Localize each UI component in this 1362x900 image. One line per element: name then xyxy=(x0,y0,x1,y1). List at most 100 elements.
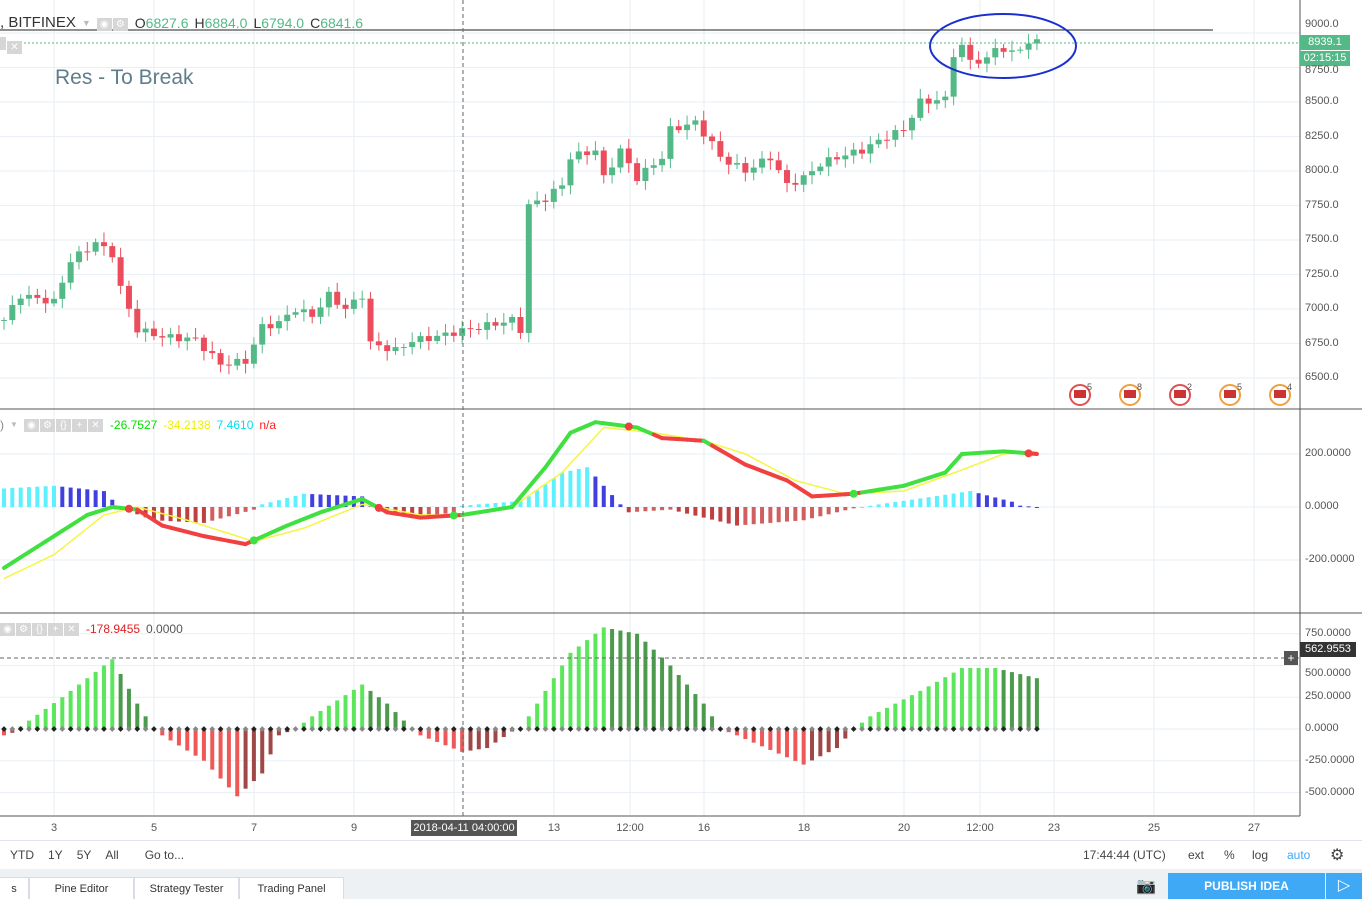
clock[interactable]: 17:44:44 (UTC) xyxy=(1083,848,1166,862)
plus-icon[interactable] xyxy=(0,37,6,50)
chart-canvas[interactable] xyxy=(0,0,1362,840)
range-5y[interactable]: 5Y xyxy=(76,848,92,862)
gear-icon[interactable]: ⚙ xyxy=(16,623,31,636)
histogram-bar xyxy=(401,720,406,729)
histogram-bar xyxy=(101,665,106,729)
chevron-down-icon[interactable]: ▼ xyxy=(10,420,18,429)
ext-toggle[interactable]: ext xyxy=(1188,848,1205,862)
histogram-bar xyxy=(160,729,165,736)
histogram-bar xyxy=(901,699,906,729)
zero-dot xyxy=(692,726,699,732)
candle-body xyxy=(384,345,391,352)
camera-icon[interactable]: 📷 xyxy=(1136,878,1156,895)
indicator2-tick: -250.0000 xyxy=(1305,753,1355,766)
percent-toggle[interactable]: % xyxy=(1224,848,1235,862)
zero-dot xyxy=(959,726,965,732)
event-count: 5 xyxy=(1087,382,1093,392)
symbol-name[interactable]: , BITFINEX xyxy=(0,14,76,31)
play-icon[interactable]: ▷ xyxy=(1326,873,1362,899)
low-value: 6794.0 xyxy=(261,14,305,31)
gear-icon[interactable]: ⚙ xyxy=(112,17,128,31)
histogram-bar xyxy=(226,507,231,517)
source-code-icon[interactable]: {} xyxy=(32,623,47,636)
eye-icon[interactable]: ◉ xyxy=(23,419,39,432)
histogram-bar xyxy=(351,689,356,729)
auto-toggle[interactable]: auto xyxy=(1287,848,1311,862)
candle-body xyxy=(717,141,724,157)
source-code-icon[interactable]: {} xyxy=(55,419,71,432)
zero-dot xyxy=(367,726,374,732)
tab-trading-panel[interactable]: Trading Panel xyxy=(239,877,344,899)
candle-body xyxy=(1017,49,1024,51)
plus-icon[interactable]: + xyxy=(48,623,63,636)
zero-dot xyxy=(817,726,824,732)
high-label: H xyxy=(194,14,205,31)
candle-body xyxy=(9,305,16,321)
range-all[interactable]: All xyxy=(105,848,119,862)
histogram-bar xyxy=(501,502,506,507)
close-icon[interactable]: ✕ xyxy=(87,419,103,432)
close-icon[interactable]: ✕ xyxy=(7,41,22,54)
goto-button[interactable]: Go to... xyxy=(144,848,185,862)
histogram-bar xyxy=(426,507,431,517)
zero-dot xyxy=(759,726,765,732)
histogram-bar xyxy=(1001,499,1006,507)
histogram-bar xyxy=(768,507,773,523)
text-annotation[interactable]: Res - To Break xyxy=(55,66,194,89)
histogram-bar xyxy=(118,673,123,729)
histogram-bar xyxy=(560,472,565,507)
zero-dot xyxy=(525,726,532,732)
histogram-bar xyxy=(726,507,731,524)
settings-gear-icon[interactable]: ⚙ xyxy=(1330,847,1345,864)
zero-dot xyxy=(1025,726,1032,732)
candle-body xyxy=(825,157,832,167)
zero-dot xyxy=(850,726,857,732)
histogram-bar xyxy=(35,486,40,507)
tab-strategy-tester[interactable]: Strategy Tester xyxy=(134,877,239,899)
zero-dot xyxy=(234,726,241,732)
chevron-down-icon[interactable]: ▼ xyxy=(81,17,91,28)
zero-dot xyxy=(925,726,932,732)
histogram-bar xyxy=(210,507,215,521)
candle-body xyxy=(350,299,357,309)
histogram-bar xyxy=(310,716,315,729)
plus-icon[interactable]: + xyxy=(71,419,87,432)
time-tick: 18 xyxy=(797,822,811,834)
eye-icon[interactable]: ◉ xyxy=(96,17,112,31)
zero-dot xyxy=(742,726,749,732)
eye-icon[interactable]: ◉ xyxy=(0,623,15,636)
time-tick: 9 xyxy=(350,822,358,834)
gear-icon[interactable]: ⚙ xyxy=(39,419,55,432)
histogram-bar xyxy=(426,729,431,739)
histogram-bar xyxy=(443,729,448,746)
candle-body xyxy=(967,44,974,60)
histogram-bar xyxy=(310,494,315,507)
range-ytd[interactable]: YTD xyxy=(10,848,34,862)
zero-dot xyxy=(167,726,174,732)
zero-dot xyxy=(326,726,332,732)
close-icon[interactable]: ✕ xyxy=(64,623,79,636)
histogram-bar xyxy=(843,729,848,739)
publish-idea-button[interactable]: PUBLISH IDEA xyxy=(1168,873,1325,899)
candle-body xyxy=(250,344,257,364)
candle-body xyxy=(609,167,616,176)
add-alert-icon[interactable]: + xyxy=(1284,651,1298,665)
range-1y[interactable]: 1Y xyxy=(48,848,63,862)
histogram-bar xyxy=(43,486,48,507)
symbol-legend: , BITFINEX ▼ ◉ ⚙ O6827.6 H6884.0 L6794.0 … xyxy=(0,14,363,31)
histogram-bar xyxy=(926,686,931,729)
log-toggle[interactable]: log xyxy=(1252,848,1269,862)
histogram-bar xyxy=(235,507,240,515)
candle-body xyxy=(809,171,816,176)
oscillator-line-segment xyxy=(951,452,964,466)
tab-pine-editor[interactable]: Pine Editor xyxy=(29,877,134,899)
tab-partial[interactable]: s xyxy=(0,877,29,899)
zero-dot xyxy=(517,726,524,732)
histogram-bar xyxy=(859,507,864,508)
zero-dot xyxy=(426,726,432,732)
histogram-bar xyxy=(268,729,273,755)
candle-body xyxy=(284,314,291,322)
histogram-bar xyxy=(485,503,490,507)
histogram-bar xyxy=(185,729,190,751)
histogram-bar xyxy=(218,507,223,519)
